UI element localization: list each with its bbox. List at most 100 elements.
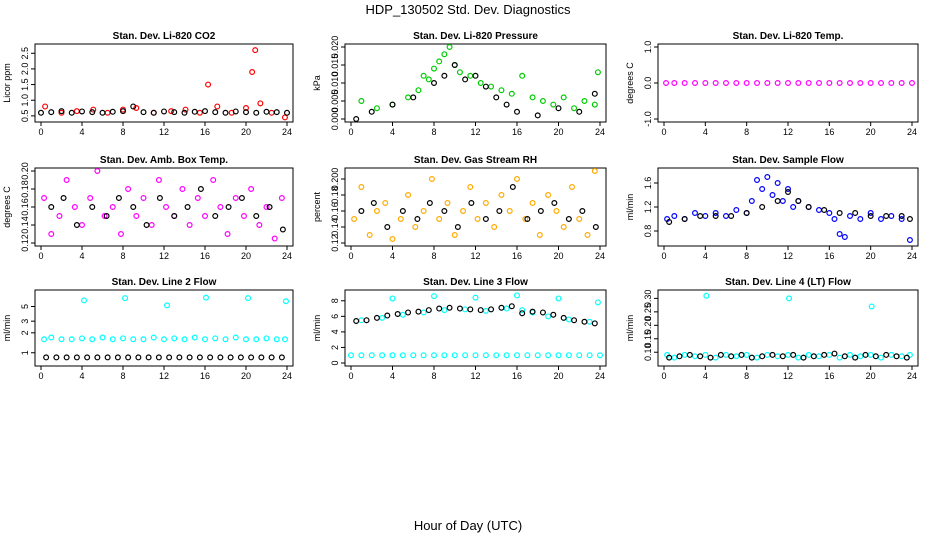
data-point: [205, 81, 212, 88]
x-tick-label: 0: [38, 371, 43, 381]
data-point: [666, 219, 673, 226]
data-point: [240, 213, 247, 220]
data-point: [133, 213, 140, 220]
data-point: [513, 108, 520, 115]
data-point: [491, 224, 498, 231]
data-point: [53, 354, 60, 361]
data-point: [571, 317, 578, 324]
data-point: [795, 354, 802, 361]
data-point: [691, 353, 698, 360]
data-point: [48, 204, 55, 211]
data-point: [224, 231, 231, 238]
x-tick-label: 20: [866, 251, 876, 261]
data-point: [370, 200, 377, 207]
data-point: [425, 307, 432, 314]
data-point: [482, 216, 489, 223]
y-tick-label: 0.0: [643, 77, 653, 90]
data-point: [681, 79, 688, 86]
data-point: [467, 72, 474, 79]
data-point: [592, 224, 599, 231]
data-point: [786, 295, 793, 302]
data-point: [591, 168, 598, 175]
data-point: [431, 293, 438, 300]
y-axis-label: degrees C: [2, 186, 12, 228]
y-tick-label: 0.20: [643, 317, 653, 335]
data-point: [831, 216, 838, 223]
x-tick-label: 24: [595, 251, 605, 261]
data-point: [759, 186, 766, 193]
data-point: [125, 354, 132, 361]
data-point: [846, 351, 853, 358]
data-point: [795, 198, 802, 205]
data-point: [551, 200, 558, 207]
x-tick-label: 12: [470, 127, 480, 137]
data-point: [109, 336, 116, 343]
y-tick-label: 0.5: [20, 110, 30, 123]
y-tick-label: 0.200: [330, 168, 340, 191]
x-tick-label: 24: [282, 251, 292, 261]
data-point: [779, 353, 786, 360]
data-point: [888, 79, 895, 86]
data-point: [503, 101, 510, 108]
data-point: [868, 303, 875, 310]
data-point: [58, 336, 65, 343]
data-point: [441, 72, 448, 79]
series-1: [664, 292, 913, 361]
data-point: [883, 351, 890, 358]
data-point: [702, 351, 709, 358]
x-tick-label: 24: [282, 371, 292, 381]
data-point: [534, 352, 541, 359]
panel-title: Stan. Dev. Amb. Box Temp.: [100, 155, 228, 166]
data-point: [712, 213, 719, 220]
data-point: [415, 308, 422, 315]
x-tick-label: 0: [38, 251, 43, 261]
data-point: [253, 213, 260, 220]
data-point: [759, 204, 766, 211]
data-point: [114, 354, 121, 361]
data-point: [764, 79, 771, 86]
x-tick-label: 24: [907, 251, 917, 261]
y-tick-label: 0.30: [643, 290, 653, 308]
data-point: [397, 216, 404, 223]
panel-title: Stan. Dev. Sample Flow: [732, 155, 844, 166]
data-point: [748, 198, 755, 205]
data-point: [815, 79, 822, 86]
series-2: [43, 354, 285, 361]
data-point: [722, 213, 729, 220]
data-point: [279, 226, 286, 233]
data-point: [166, 354, 173, 361]
data-point: [368, 352, 375, 359]
data-point: [420, 72, 427, 79]
data-point: [503, 352, 510, 359]
data-point: [109, 204, 116, 211]
x-axis-title: Hour of Day (UTC): [413, 518, 523, 533]
data-point: [550, 311, 557, 318]
y-tick-label: 0.005: [330, 90, 340, 113]
data-point: [399, 208, 406, 215]
data-point: [867, 79, 874, 86]
data-point: [125, 186, 132, 193]
x-tick-label: 16: [824, 371, 834, 381]
data-point: [477, 79, 484, 86]
data-point: [373, 208, 380, 215]
data-point: [586, 318, 593, 325]
data-point: [743, 79, 750, 86]
data-point: [399, 352, 406, 359]
data-point: [202, 336, 209, 343]
data-point: [581, 97, 588, 104]
data-point: [810, 353, 817, 360]
panel-3: Stan. Dev. Li-820 Temp. 0 4 8 12 16 20 24 -1.0 0.…: [625, 31, 919, 137]
data-point: [784, 186, 791, 193]
data-point: [161, 108, 168, 115]
data-point: [394, 311, 401, 318]
series-1: [41, 294, 289, 343]
data-point: [826, 210, 833, 217]
data-point: [225, 204, 232, 211]
data-point: [456, 69, 463, 76]
data-point: [576, 352, 583, 359]
data-point: [702, 213, 709, 220]
y-tick-label: 1.6: [643, 177, 653, 190]
data-point: [462, 76, 469, 83]
data-point: [888, 213, 895, 220]
